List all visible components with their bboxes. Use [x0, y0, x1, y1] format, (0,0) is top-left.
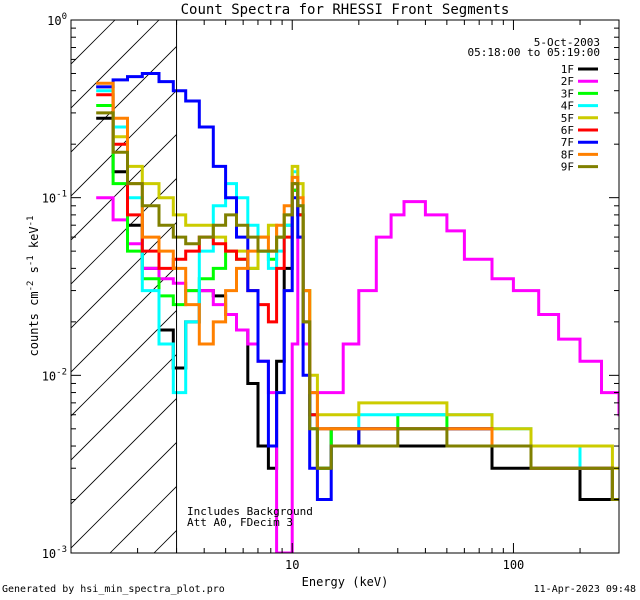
legend-label-4f: 4F: [561, 100, 574, 113]
y-tick-label: 100: [47, 12, 67, 28]
series-line-5f: [96, 85, 619, 470]
hatch-line: [71, 441, 177, 549]
hatch-line: [71, 20, 160, 109]
series-line-7f: [96, 72, 619, 501]
hatch-line: [286, 20, 640, 553]
time-range-label: 05:18:00 to 05:19:00: [468, 46, 600, 59]
legend-label-8f: 8F: [561, 148, 574, 161]
y-tick-label: 10-2: [42, 367, 67, 383]
annotation-attenuator: Att A0, FDecim 3: [187, 516, 293, 529]
series-line-2f: [96, 196, 619, 553]
x-axis-label: Energy (keV): [302, 575, 389, 589]
hatch-line: [71, 265, 177, 373]
legend-label-2f: 2F: [561, 75, 574, 88]
plot-frame: [70, 19, 620, 554]
series-line-9f: [96, 111, 619, 501]
hatch-line: [418, 20, 640, 553]
hatch-line: [71, 89, 177, 197]
legend-label-5f: 5F: [561, 112, 574, 125]
hatch-line: [71, 309, 177, 417]
hatch-line: [71, 397, 177, 505]
legend-label-7f: 7F: [561, 136, 574, 149]
x-tick-label: 10: [285, 558, 299, 572]
legend-label-6f: 6F: [561, 124, 574, 137]
hatch-line: [374, 20, 640, 553]
annotation-background: Includes Background: [187, 505, 313, 518]
y-tick-label: 10-3: [42, 545, 67, 561]
legend-label-3f: 3F: [561, 87, 574, 100]
hatch-line: [71, 353, 177, 461]
chart-title: Count Spectra for RHESSI Front Segments: [181, 2, 510, 18]
y-axis-label: counts cm-2 s-1 keV-1: [26, 216, 41, 357]
hatch-line: [594, 20, 640, 553]
footer-generated-by: Generated by hsi_min_spectra_plot.pro: [2, 584, 225, 595]
footer-timestamp: 11-Apr-2023 09:48: [533, 584, 636, 595]
legend-label-1f: 1F: [561, 63, 574, 76]
legend-label-9f: 9F: [561, 161, 574, 174]
hatch-line: [71, 20, 116, 65]
y-tick-label: 10-1: [42, 190, 67, 206]
excluded-region-hatch: [71, 20, 640, 553]
date-label: 5-Oct-2003: [534, 36, 600, 49]
hatch-line: [71, 221, 177, 329]
x-tick-label: 100: [503, 558, 525, 572]
